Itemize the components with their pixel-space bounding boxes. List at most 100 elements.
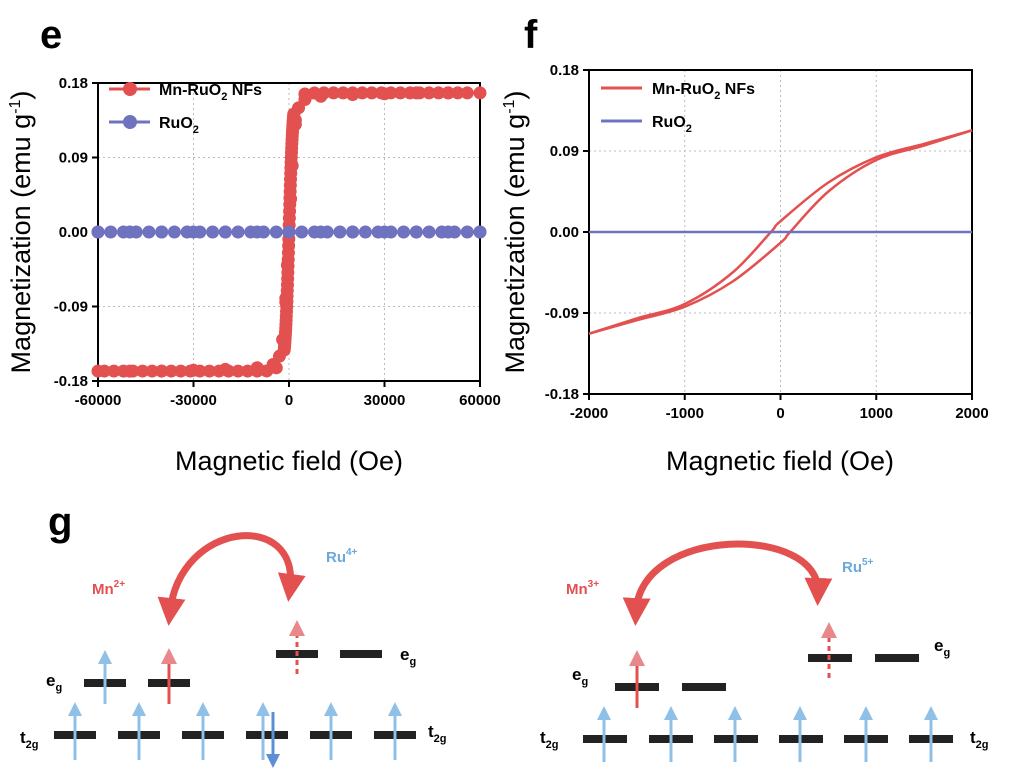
data-point: [257, 225, 271, 239]
data-point: [413, 86, 427, 100]
panel-e-legend: Mn-RuO2 NFs RuO2: [109, 82, 262, 136]
data-point: [451, 86, 465, 100]
spin-up-arrow-head: [821, 622, 837, 638]
data-point: [393, 86, 407, 100]
data-point: [279, 295, 293, 309]
data-point: [244, 225, 258, 239]
spin-up-arrow-head: [629, 650, 645, 666]
orbital-label-t2g-ru-right: t2g: [970, 728, 989, 751]
orbital-level: [682, 683, 726, 691]
ion-label-mn3: Mn3+: [566, 579, 599, 598]
spin-up-arrow-head: [98, 650, 112, 664]
panel-f: f -2000 -1000 0 1000 2000 0.18 0.09 0.00 -0.09 -0…: [500, 13, 989, 476]
data-point: [142, 225, 156, 239]
spin-arrows-left: [68, 620, 402, 768]
panel-f-xlabel: Magnetic field (Oe): [666, 446, 894, 476]
x-tick-label: 0: [285, 392, 293, 409]
ion-label-ru4: Ru4+: [326, 547, 358, 566]
orbital-level: [340, 650, 382, 658]
data-point: [97, 364, 111, 378]
spin-up-arrow-head: [924, 706, 938, 720]
x-tick-label: -30000: [170, 392, 217, 409]
spin-up-arrow-head: [289, 620, 305, 636]
panel-f-legend: Mn-RuO2 NFs RuO2: [601, 81, 755, 135]
data-point: [104, 225, 118, 239]
data-point: [155, 364, 169, 378]
data-point: [460, 86, 474, 100]
data-point: [116, 225, 130, 239]
panel-f-series: [588, 129, 973, 335]
panel-g-letter: g: [48, 500, 72, 544]
panel-e-ylabel: Magnetization (emu g-1): [6, 91, 36, 374]
data-point: [371, 225, 385, 239]
data-point: [288, 113, 302, 127]
data-point: [91, 225, 105, 239]
x-tick-label: 0: [776, 405, 784, 422]
y-tick-label: 0.00: [59, 224, 88, 241]
data-point: [365, 86, 379, 100]
data-point: [107, 364, 121, 378]
data-point: [183, 364, 197, 378]
data-point: [116, 364, 130, 378]
y-tick-label: 0.09: [59, 150, 88, 167]
data-point: [298, 87, 312, 101]
data-point: [164, 364, 178, 378]
data-point: [358, 225, 372, 239]
legend-label-mn: Mn-RuO2 NFs: [159, 82, 262, 103]
panel-g-left: Mn2+ Ru4+ eg t2g eg t2g: [20, 532, 447, 768]
series-line-1: [588, 129, 973, 335]
x-tick-label: 1000: [860, 405, 893, 422]
spin-up-arrow-head: [68, 702, 82, 716]
spin-up-arrow-head: [664, 706, 678, 720]
spin-up-arrow-head: [132, 702, 146, 716]
data-point: [206, 225, 220, 239]
spin-up-arrow-head: [597, 706, 611, 720]
panel-f-ticks: -2000 -1000 0 1000 2000 0.18 0.09 0.00 -0.09 -0.1…: [545, 62, 989, 422]
data-point: [231, 364, 245, 378]
data-point: [473, 86, 487, 100]
data-point: [320, 225, 334, 239]
y-tick-label: 0.09: [550, 143, 579, 160]
data-point: [346, 86, 360, 100]
data-point: [384, 225, 398, 239]
data-point: [250, 364, 264, 378]
data-point: [422, 225, 436, 239]
spin-down-arrow-head: [266, 754, 280, 768]
x-tick-label: 30000: [364, 392, 406, 409]
orbital-level: [246, 731, 288, 739]
legend-marker-ru: [123, 115, 137, 129]
data-point: [202, 364, 216, 378]
data-point: [355, 86, 369, 100]
orbital-label-t2g-ru-left: t2g: [428, 722, 447, 745]
data-point: [222, 364, 236, 378]
data-point: [231, 225, 245, 239]
y-tick-label: -0.09: [54, 299, 88, 316]
data-point: [180, 225, 194, 239]
spin-up-arrow-head: [161, 648, 177, 664]
data-point: [384, 86, 398, 100]
ion-label-ru5: Ru5+: [842, 557, 874, 576]
data-point: [282, 225, 296, 239]
series-line-0: [588, 129, 973, 335]
data-point: [422, 86, 436, 100]
x-tick-label: -2000: [570, 405, 608, 422]
data-point: [473, 225, 487, 239]
panel-e-xlabel: Magnetic field (Oe): [175, 446, 403, 476]
data-point: [174, 364, 188, 378]
x-tick-label: 60000: [459, 392, 501, 409]
data-point: [145, 364, 159, 378]
panel-e-series: [91, 86, 487, 378]
y-tick-label: -0.09: [545, 305, 579, 322]
data-point: [167, 225, 181, 239]
legend-marker-mn: [123, 82, 137, 96]
data-point: [432, 86, 446, 100]
y-tick-label: -0.18: [545, 386, 579, 403]
orbital-label-eg-ru-left: eg: [400, 645, 416, 668]
y-tick-label: 0.18: [550, 62, 579, 79]
electron-transfer-arrow-left: [157, 532, 306, 626]
spin-up-arrow-head: [196, 702, 210, 716]
data-point: [193, 225, 207, 239]
spin-up-arrow-head: [859, 706, 873, 720]
data-point: [336, 86, 350, 100]
data-point: [307, 86, 321, 100]
